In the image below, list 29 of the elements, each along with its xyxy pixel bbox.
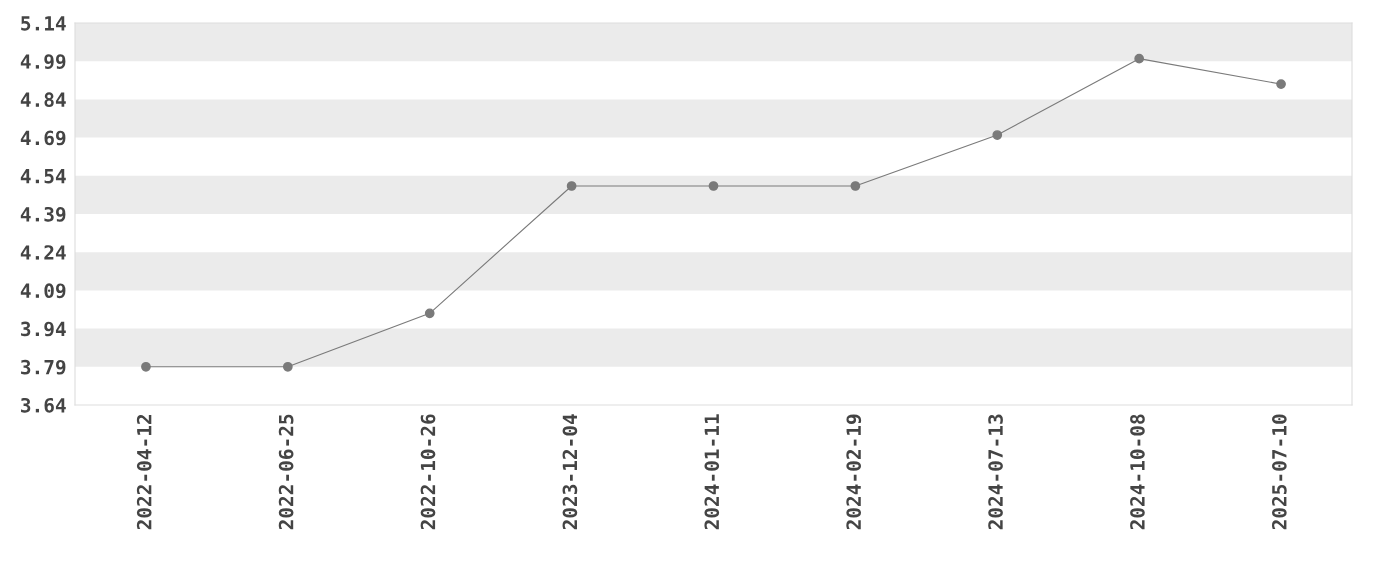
y-tick-label: 5.14 bbox=[21, 16, 66, 31]
x-tick-label: 2024-07-13 bbox=[988, 414, 1003, 530]
point bbox=[141, 361, 151, 372]
x-tick-label: 2024-02-19 bbox=[846, 414, 862, 530]
y-tick-label: 4.09 bbox=[20, 283, 66, 299]
y-tick-label: 4.84 bbox=[20, 92, 66, 108]
point bbox=[566, 181, 577, 191]
x-tick-label: 2022-10-26 bbox=[420, 414, 436, 530]
y-tick-label: 4.24 bbox=[20, 245, 66, 260]
y-tick-label: 3.79 bbox=[21, 359, 66, 375]
x-tick-label: 2022-04-12 bbox=[136, 414, 152, 530]
point bbox=[282, 361, 293, 372]
point bbox=[1134, 53, 1145, 64]
x-tick-label: 2023-12-04 bbox=[562, 414, 578, 530]
y-tick-label: 4.69 bbox=[20, 130, 66, 146]
x-tick-label: 2022-06-25 bbox=[278, 414, 294, 530]
y-tick-label: 4.99 bbox=[20, 54, 66, 69]
x-tick-label: 2024-01-11 bbox=[704, 414, 720, 530]
y-tick-label: 3.94 bbox=[21, 321, 66, 337]
point bbox=[850, 181, 861, 191]
y-tick-label: 3.64 bbox=[21, 397, 66, 413]
x-tick-label: 2024-10-08 bbox=[1130, 414, 1145, 530]
point bbox=[1276, 79, 1286, 89]
y-tick-label: 4.54 bbox=[20, 169, 66, 184]
x-tick-label: 2025-07-10 bbox=[1271, 414, 1287, 530]
y-tick-label: 4.39 bbox=[20, 206, 66, 222]
point bbox=[708, 181, 719, 191]
point bbox=[424, 308, 435, 319]
point bbox=[992, 130, 1003, 140]
